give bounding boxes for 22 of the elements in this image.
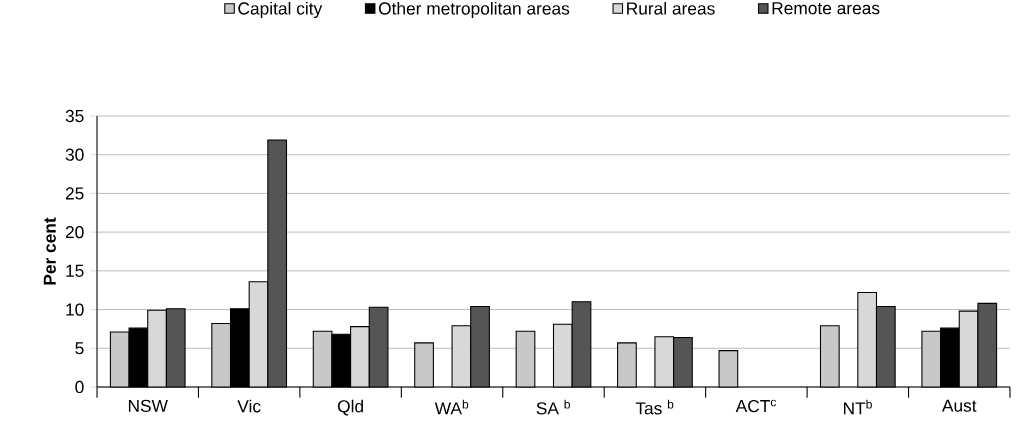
x-tick-label: SA $^{b}$ [536, 399, 570, 415]
x-tick-label: Vic [237, 399, 261, 413]
y-tick-label: 35 [65, 109, 84, 123]
y-tick-label: 0 [75, 380, 84, 394]
x-tick-label: ACT$^{c}$ [735, 399, 777, 413]
y-tick-label: 20 [65, 226, 84, 239]
legend-label: Rural areas [627, 1, 715, 15]
x-tick-label: NT$^{b}$ [843, 399, 872, 415]
y-tick-label: 15 [66, 264, 84, 277]
legend-label: Remote areas [772, 2, 880, 15]
x-tick-label: Tas $^{b}$ [635, 399, 674, 415]
y-tick-label: 10 [66, 303, 84, 316]
x-tick-label: Aust [941, 399, 977, 412]
y-tick-label: 25 [65, 187, 84, 200]
y-tick-label: 5 [75, 342, 84, 355]
x-tick-label: Qld [337, 399, 363, 416]
y-tick-label: 30 [65, 148, 84, 161]
x-tick-label: NSW [128, 399, 168, 412]
legend-label: Other metropolitan areas [378, 1, 570, 19]
y-axis-title: Per cent [43, 217, 56, 285]
legend-label: Capital city [238, 1, 323, 19]
x-tick-label: WA$^{b}$ [434, 399, 469, 415]
